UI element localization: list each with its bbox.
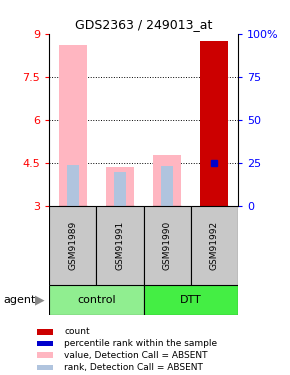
Title: GDS2363 / 249013_at: GDS2363 / 249013_at [75, 18, 212, 31]
Bar [49, 206, 96, 285]
Bar [37, 365, 53, 370]
Bar [37, 341, 53, 346]
Bar [49, 285, 144, 315]
Text: GSM91990: GSM91990 [163, 221, 172, 270]
Text: count: count [64, 327, 90, 336]
Bar [191, 206, 238, 285]
Text: agent: agent [3, 295, 35, 305]
Bar [144, 285, 238, 315]
Text: GSM91992: GSM91992 [210, 221, 219, 270]
Bar [200, 41, 228, 206]
Bar [106, 168, 134, 206]
Text: percentile rank within the sample: percentile rank within the sample [64, 339, 217, 348]
Text: GSM91989: GSM91989 [68, 221, 77, 270]
Text: GSM91991: GSM91991 [115, 221, 124, 270]
Bar [114, 172, 126, 206]
Bar [96, 206, 144, 285]
Bar [37, 352, 53, 358]
Bar [153, 154, 181, 206]
Text: value, Detection Call = ABSENT: value, Detection Call = ABSENT [64, 351, 208, 360]
Text: ▶: ▶ [35, 294, 44, 306]
Bar [37, 329, 53, 334]
Text: control: control [77, 295, 116, 305]
Text: rank, Detection Call = ABSENT: rank, Detection Call = ABSENT [64, 363, 203, 372]
Bar [67, 165, 79, 206]
Text: DTT: DTT [180, 295, 202, 305]
Bar [59, 45, 87, 206]
Bar [144, 206, 191, 285]
Bar [162, 166, 173, 206]
